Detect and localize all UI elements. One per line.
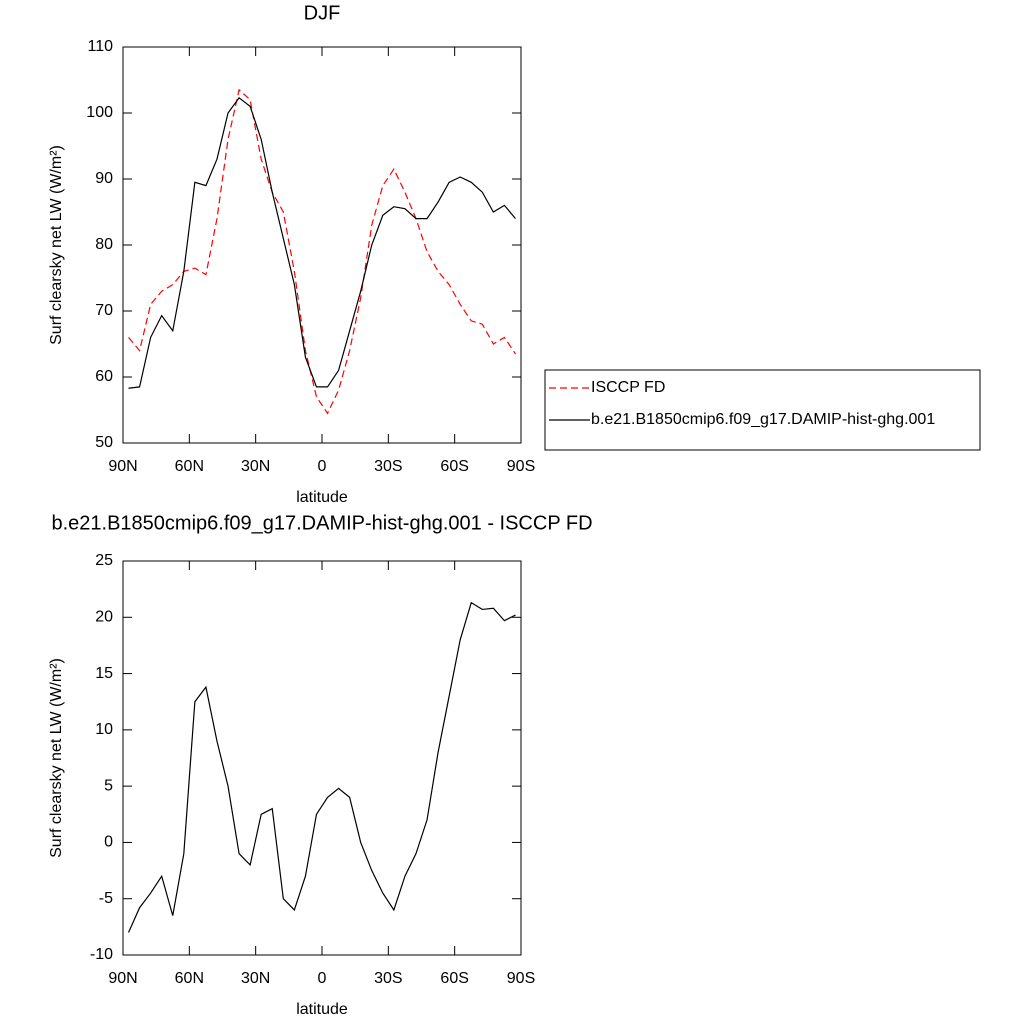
y-tick-label: -10 [90, 946, 113, 963]
x-tick-label: 30S [374, 458, 402, 475]
x-axis-label: latitude [296, 489, 348, 506]
y-tick-label: 100 [86, 104, 113, 121]
x-axis-label: latitude [296, 1001, 348, 1018]
x-tick-label: 0 [318, 970, 327, 987]
chart-title: b.e21.B1850cmip6.f09_g17.DAMIP-hist-ghg.… [51, 512, 592, 534]
legend-label: ISCCP FD [591, 379, 665, 396]
y-tick-label: 80 [95, 236, 113, 253]
x-tick-label: 60S [440, 458, 468, 475]
y-axis-label: Surf clearsky net LW (W/m²) [48, 145, 65, 345]
x-tick-label: 90N [108, 970, 137, 987]
legend-box [544, 369, 981, 451]
x-tick-label: 60N [175, 970, 204, 987]
legend-label: b.e21.B1850cmip6.f09_g17.DAMIP-hist-ghg.… [591, 411, 935, 428]
plot-frame [122, 560, 522, 956]
x-tick-label: 30N [241, 970, 270, 987]
y-tick-label: 60 [95, 368, 113, 385]
data-line [127, 601, 516, 933]
y-axis-label: Surf clearsky net LW (W/m²) [48, 658, 65, 858]
x-tick-label: 30N [241, 458, 270, 475]
y-tick-label: -5 [99, 890, 113, 907]
y-tick-label: 70 [95, 302, 113, 319]
y-tick-label: 20 [95, 609, 113, 626]
x-tick-label: 90S [507, 970, 535, 987]
y-tick-label: 90 [95, 170, 113, 187]
x-tick-label: 30S [374, 970, 402, 987]
y-tick-label: 15 [95, 665, 113, 682]
plot-frame [122, 46, 522, 444]
x-tick-label: 90S [507, 458, 535, 475]
x-tick-label: 60N [175, 458, 204, 475]
y-tick-label: 10 [95, 721, 113, 738]
y-tick-label: 25 [95, 552, 113, 569]
x-tick-label: 0 [318, 458, 327, 475]
y-tick-label: 50 [95, 434, 113, 451]
y-tick-label: 110 [87, 38, 113, 55]
x-tick-label: 60S [440, 970, 468, 987]
chart-title: DJF [304, 2, 341, 24]
x-tick-label: 90N [108, 458, 137, 475]
data-line [128, 96, 516, 389]
data-line [128, 88, 516, 415]
y-tick-label: 5 [104, 777, 113, 794]
y-tick-label: 0 [104, 834, 113, 851]
